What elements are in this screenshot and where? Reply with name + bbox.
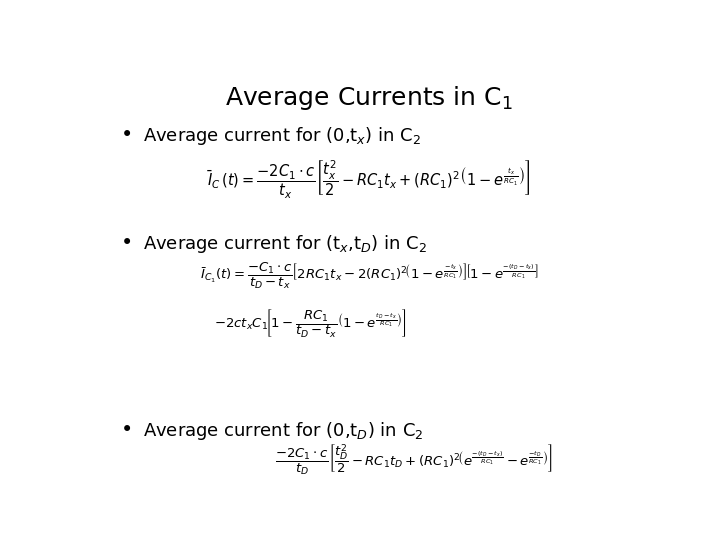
Text: Average current for (0,t$_x$) in C$_2$: Average current for (0,t$_x$) in C$_2$ [143,125,421,147]
Text: $-2ct_xC_1\!\left[1 - \dfrac{RC_1}{t_D - t_x}\left(1 - e^{\frac{t_D - t_x}{RC_1}: $-2ct_xC_1\!\left[1 - \dfrac{RC_1}{t_D -… [214,308,407,340]
Text: Average current for (t$_x$,t$_D$) in C$_2$: Average current for (t$_x$,t$_D$) in C$_… [143,233,427,255]
Text: $\dfrac{-2C_1 \cdot c}{t_D}\left[\dfrac{t_D^2}{2} - RC_1t_D + (RC_1)^2\!\left(e^: $\dfrac{-2C_1 \cdot c}{t_D}\left[\dfrac{… [275,443,552,478]
Text: $\bar{I}_{C}\,(t) = \dfrac{-2C_1 \cdot c}{t_x}\left[\dfrac{t_x^2}{2} - RC_1t_x +: $\bar{I}_{C}\,(t) = \dfrac{-2C_1 \cdot c… [207,158,531,201]
Text: •: • [121,233,133,253]
Text: Average Currents in C$_1$: Average Currents in C$_1$ [225,84,513,112]
Text: •: • [121,125,133,145]
Text: $\bar{I}_{C_1}(t) = \dfrac{-C_1 \cdot c}{t_D - t_x}\left[2RC_1t_x - 2(RC_1)^2\!\: $\bar{I}_{C_1}(t) = \dfrac{-C_1 \cdot c}… [199,260,539,291]
Text: •: • [121,420,133,440]
Text: Average current for (0,t$_D$) in C$_2$: Average current for (0,t$_D$) in C$_2$ [143,420,423,442]
